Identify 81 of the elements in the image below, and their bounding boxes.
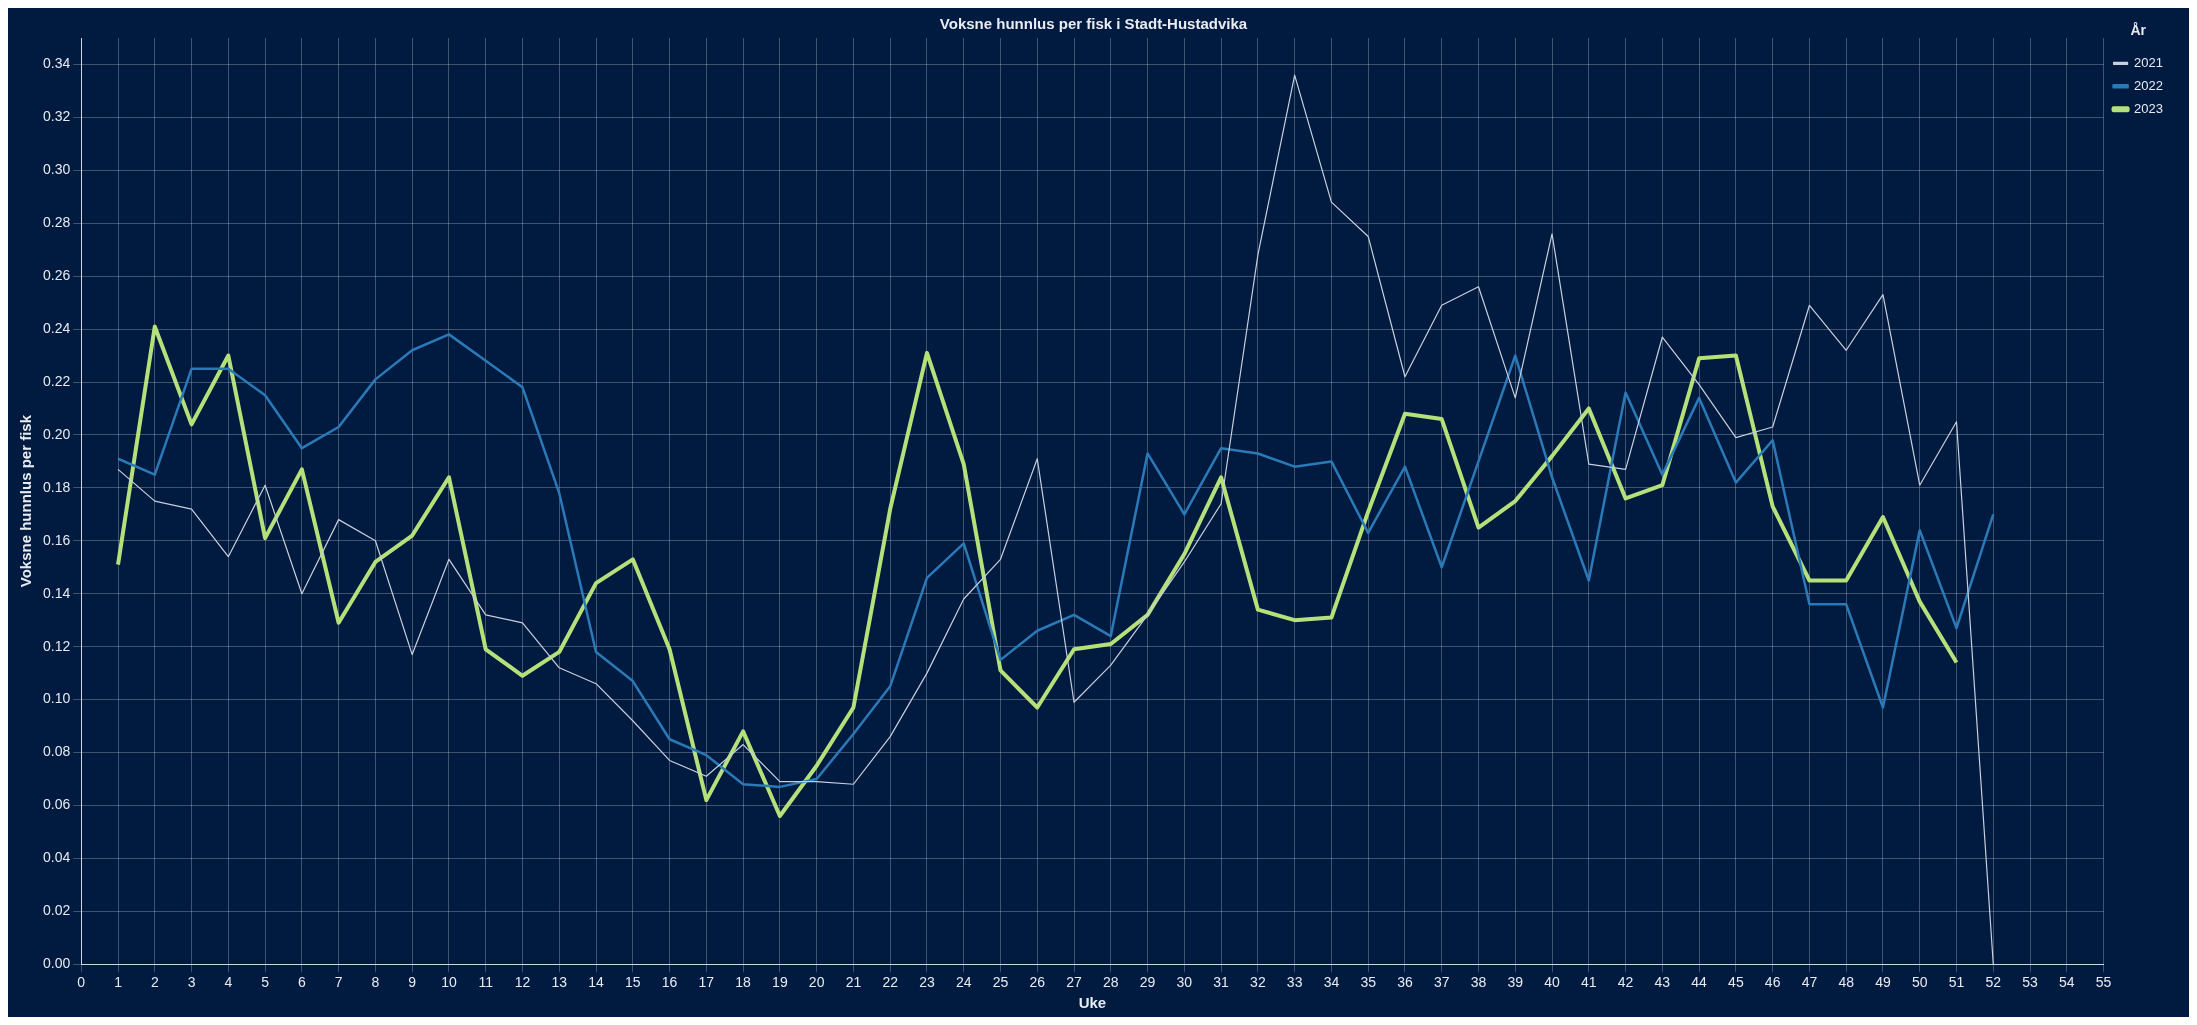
x-tick-label: 53 — [2022, 974, 2039, 991]
x-tick-label: 55 — [2095, 974, 2112, 991]
x-tick-label: 49 — [1875, 974, 1891, 991]
x-tick-label: 12 — [514, 974, 531, 991]
x-tick-label: 47 — [1801, 974, 1818, 991]
y-tick-label: 0.30 — [43, 161, 71, 178]
x-tick-label: 8 — [371, 974, 380, 991]
chart-title: Voksne hunnlus per fisk i Stadt-Hustadvika — [939, 15, 1248, 33]
x-tick-label: 42 — [1617, 974, 1634, 991]
x-tick-label: 17 — [698, 974, 715, 991]
y-tick-label: 0.04 — [43, 849, 71, 866]
y-tick-label: 0.22 — [43, 372, 71, 389]
x-tick-label: 50 — [1911, 974, 1928, 991]
x-tick-label: 23 — [919, 974, 935, 991]
x-tick-label: 52 — [1985, 974, 2002, 991]
x-tick-label: 39 — [1507, 974, 1524, 991]
y-tick-label: 0.32 — [43, 108, 71, 125]
y-tick-label: 0.02 — [43, 902, 71, 919]
y-axis-title: Voksne hunnlus per fisk — [17, 414, 35, 588]
x-tick-label: 27 — [1066, 974, 1083, 991]
x-tick-label: 5 — [261, 974, 270, 991]
x-tick-label: 20 — [808, 974, 825, 991]
x-tick-label: 22 — [882, 974, 899, 991]
x-tick-label: 36 — [1397, 974, 1413, 991]
x-tick-label: 10 — [441, 974, 457, 991]
x-tick-label: 1 — [114, 974, 123, 991]
x-tick-label: 6 — [297, 974, 306, 991]
x-tick-label: 18 — [735, 974, 752, 991]
x-axis-title: Uke — [1078, 994, 1107, 1012]
x-tick-label: 21 — [845, 974, 862, 991]
y-tick-label: 0.34 — [43, 55, 71, 72]
y-tick-label: 0.16 — [43, 531, 71, 548]
x-tick-label: 0 — [77, 974, 86, 991]
x-tick-label: 29 — [1139, 974, 1156, 991]
x-tick-label: 43 — [1654, 974, 1671, 991]
x-tick-label: 13 — [551, 974, 568, 991]
x-tick-label: 35 — [1360, 974, 1377, 991]
legend-label: 2023 — [2134, 100, 2163, 116]
x-tick-label: 51 — [1948, 974, 1965, 991]
x-tick-label: 38 — [1470, 974, 1487, 991]
x-tick-label: 16 — [661, 974, 678, 991]
y-tick-label: 0.24 — [43, 319, 71, 336]
x-tick-label: 25 — [992, 974, 1009, 991]
x-tick-label: 34 — [1323, 974, 1340, 991]
x-tick-label: 54 — [2059, 974, 2075, 991]
x-tick-label: 15 — [625, 974, 641, 991]
legend-label: 2022 — [2134, 77, 2163, 93]
x-tick-label: 30 — [1176, 974, 1193, 991]
y-tick-label: 0.28 — [43, 214, 71, 231]
y-tick-label: 0.10 — [43, 690, 71, 707]
x-tick-label: 44 — [1691, 974, 1708, 991]
x-tick-label: 28 — [1103, 974, 1119, 991]
x-tick-label: 46 — [1764, 974, 1781, 991]
y-tick-label: 0.20 — [43, 425, 71, 442]
x-tick-label: 45 — [1728, 974, 1744, 991]
y-tick-label: 0.00 — [43, 955, 71, 972]
x-tick-label: 31 — [1213, 974, 1230, 991]
y-tick-label: 0.12 — [43, 637, 71, 654]
x-tick-label: 32 — [1250, 974, 1266, 991]
x-tick-label: 41 — [1581, 974, 1597, 991]
y-tick-label: 0.14 — [43, 584, 71, 601]
x-tick-label: 40 — [1544, 974, 1561, 991]
x-tick-label: 48 — [1838, 974, 1855, 991]
x-tick-label: 11 — [478, 974, 494, 991]
x-tick-label: 19 — [772, 974, 788, 991]
x-tick-label: 4 — [224, 974, 233, 991]
x-tick-label: 7 — [334, 974, 343, 991]
x-tick-label: 14 — [588, 974, 605, 991]
legend-label: 2021 — [2134, 54, 2163, 70]
y-tick-label: 0.06 — [43, 796, 71, 813]
y-tick-label: 0.18 — [43, 478, 71, 495]
x-tick-label: 3 — [187, 974, 196, 991]
x-tick-label: 26 — [1029, 974, 1046, 991]
y-tick-label: 0.08 — [43, 743, 71, 760]
y-tick-label: 0.26 — [43, 267, 71, 284]
x-tick-label: 24 — [955, 974, 972, 991]
legend-title: År — [2130, 21, 2147, 38]
x-tick-label: 37 — [1433, 974, 1450, 991]
x-tick-label: 9 — [408, 974, 417, 991]
x-tick-label: 33 — [1286, 974, 1303, 991]
x-tick-label: 2 — [150, 974, 159, 991]
